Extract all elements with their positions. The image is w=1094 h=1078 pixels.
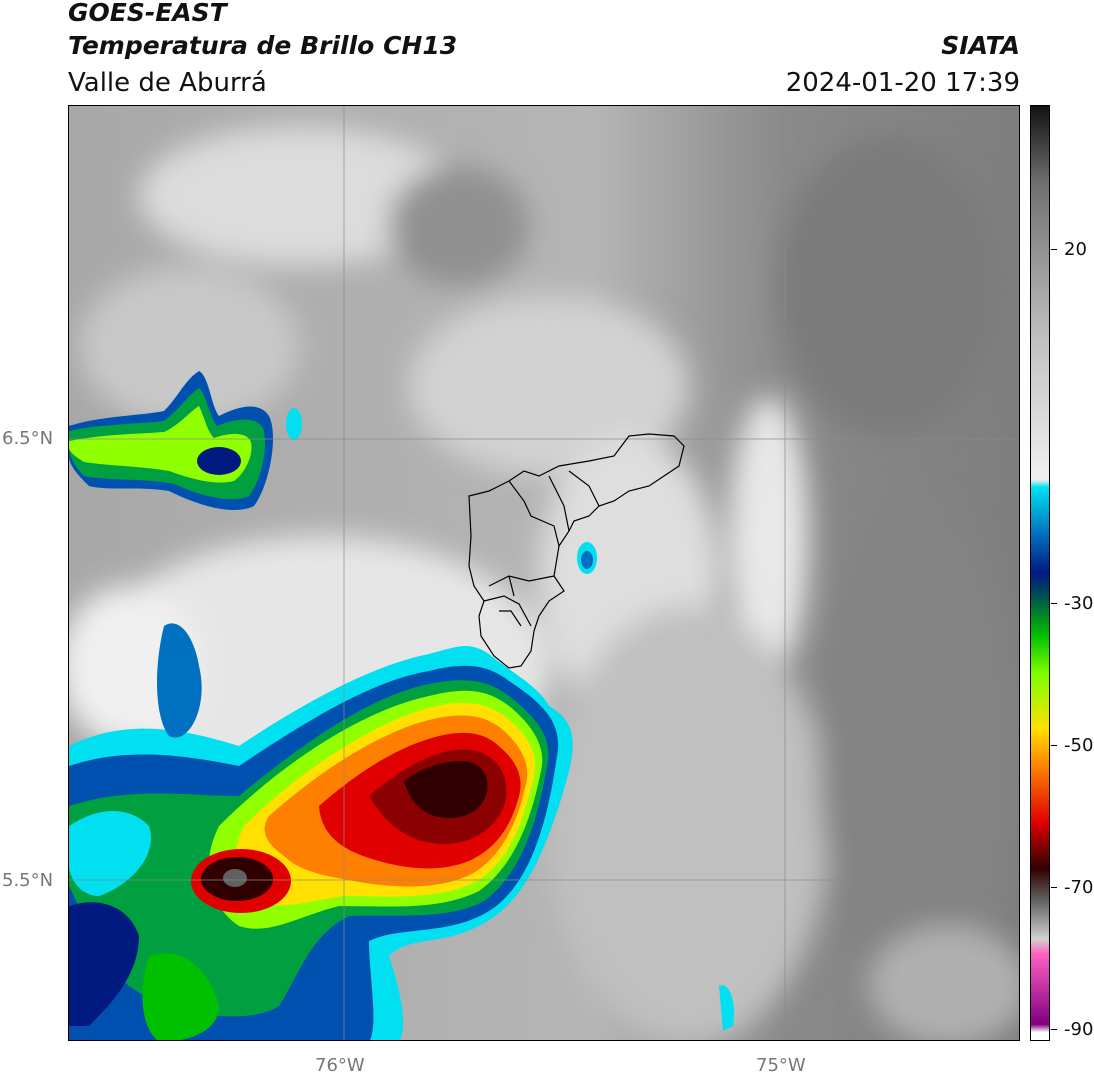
colorbar-tick [1051, 745, 1057, 746]
colorbar-label: -90 [1064, 1019, 1094, 1040]
graticule [69, 106, 1019, 1040]
satellite-title: GOES-EAST [68, 0, 227, 27]
colorbar-tick [1051, 603, 1057, 604]
municipal-boundaries [468, 433, 685, 669]
organization-label: SIATA [941, 31, 1020, 60]
colorbar-label: -70 [1064, 877, 1094, 898]
colorbar-label: 20 [1064, 239, 1087, 260]
colorbar-tick [1051, 249, 1057, 250]
lon-label-76w: 76°W [315, 1055, 365, 1076]
timestamp-label: 2024-01-20 17:39 [785, 68, 1020, 98]
map-canvas [69, 106, 1019, 1040]
lat-label-5-5: 5.5°N [2, 870, 54, 891]
colorbar [1030, 105, 1050, 1041]
product-title: Temperatura de Brillo CH13 [68, 31, 458, 60]
convective-system-north [69, 371, 597, 574]
region-label: Valle de Aburrá [68, 68, 267, 98]
colorbar-label: -50 [1064, 735, 1094, 756]
lat-label-6-5: 6.5°N [2, 428, 54, 449]
brightness-temperature-map [68, 105, 1020, 1041]
colorbar-label: -30 [1064, 593, 1094, 614]
convective-system-south [69, 623, 735, 1040]
lon-label-75w: 75°W [756, 1055, 806, 1076]
colorbar-tick [1051, 1029, 1057, 1030]
colorbar-tick [1051, 887, 1057, 888]
